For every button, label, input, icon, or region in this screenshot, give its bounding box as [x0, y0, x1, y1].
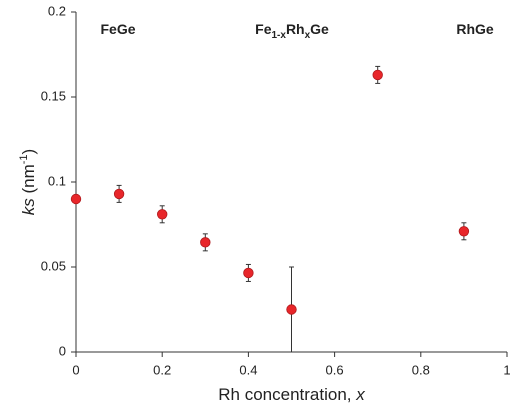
annotation-part: Rh: [286, 21, 305, 37]
annotation-part: Fe: [255, 21, 272, 37]
point: [70, 193, 82, 205]
x-axis-label: Rh concentration, x: [218, 385, 365, 404]
x-tick-label: 0: [72, 362, 79, 377]
x-axis-label-part: x: [355, 385, 365, 404]
annotation-part: x: [305, 30, 311, 41]
annotation-part: FeGe: [100, 21, 135, 37]
point: [458, 226, 470, 237]
annotation-part: Ge: [310, 21, 329, 37]
y-tick-label: 0.1: [48, 173, 66, 188]
annotation: Fe1-xRhxGe: [255, 21, 329, 41]
y-tick-label: 0.2: [48, 3, 66, 18]
x-tick-label: 0.4: [239, 362, 257, 377]
annotation-part: 1-x: [271, 30, 286, 41]
point: [243, 267, 254, 279]
x-tick-label: 1: [503, 362, 510, 377]
y-axis-label-part: -1: [18, 154, 30, 164]
x-axis-label-part: Rh concentration,: [218, 385, 356, 404]
y-tick-label: 0.15: [41, 88, 66, 103]
point: [113, 188, 125, 200]
point: [286, 304, 297, 315]
point: [372, 69, 383, 81]
point: [200, 237, 211, 248]
point: [156, 209, 168, 220]
y-axis-label: ks (nm-1): [18, 149, 39, 215]
annotation: FeGe: [100, 21, 135, 37]
y-tick-label: 0.05: [41, 258, 66, 273]
x-tick-label: 0.2: [153, 362, 171, 377]
x-tick-label: 0.6: [326, 362, 344, 377]
y-axis-label-part: ): [19, 149, 38, 155]
y-axis-label-part: (nm: [19, 164, 38, 198]
y-tick-label: 0: [59, 343, 66, 358]
y-axis-label-part: ks: [19, 198, 38, 216]
annotation: RhGe: [456, 21, 494, 37]
x-tick-label: 0.8: [412, 362, 430, 377]
annotation-part: RhGe: [456, 21, 494, 37]
